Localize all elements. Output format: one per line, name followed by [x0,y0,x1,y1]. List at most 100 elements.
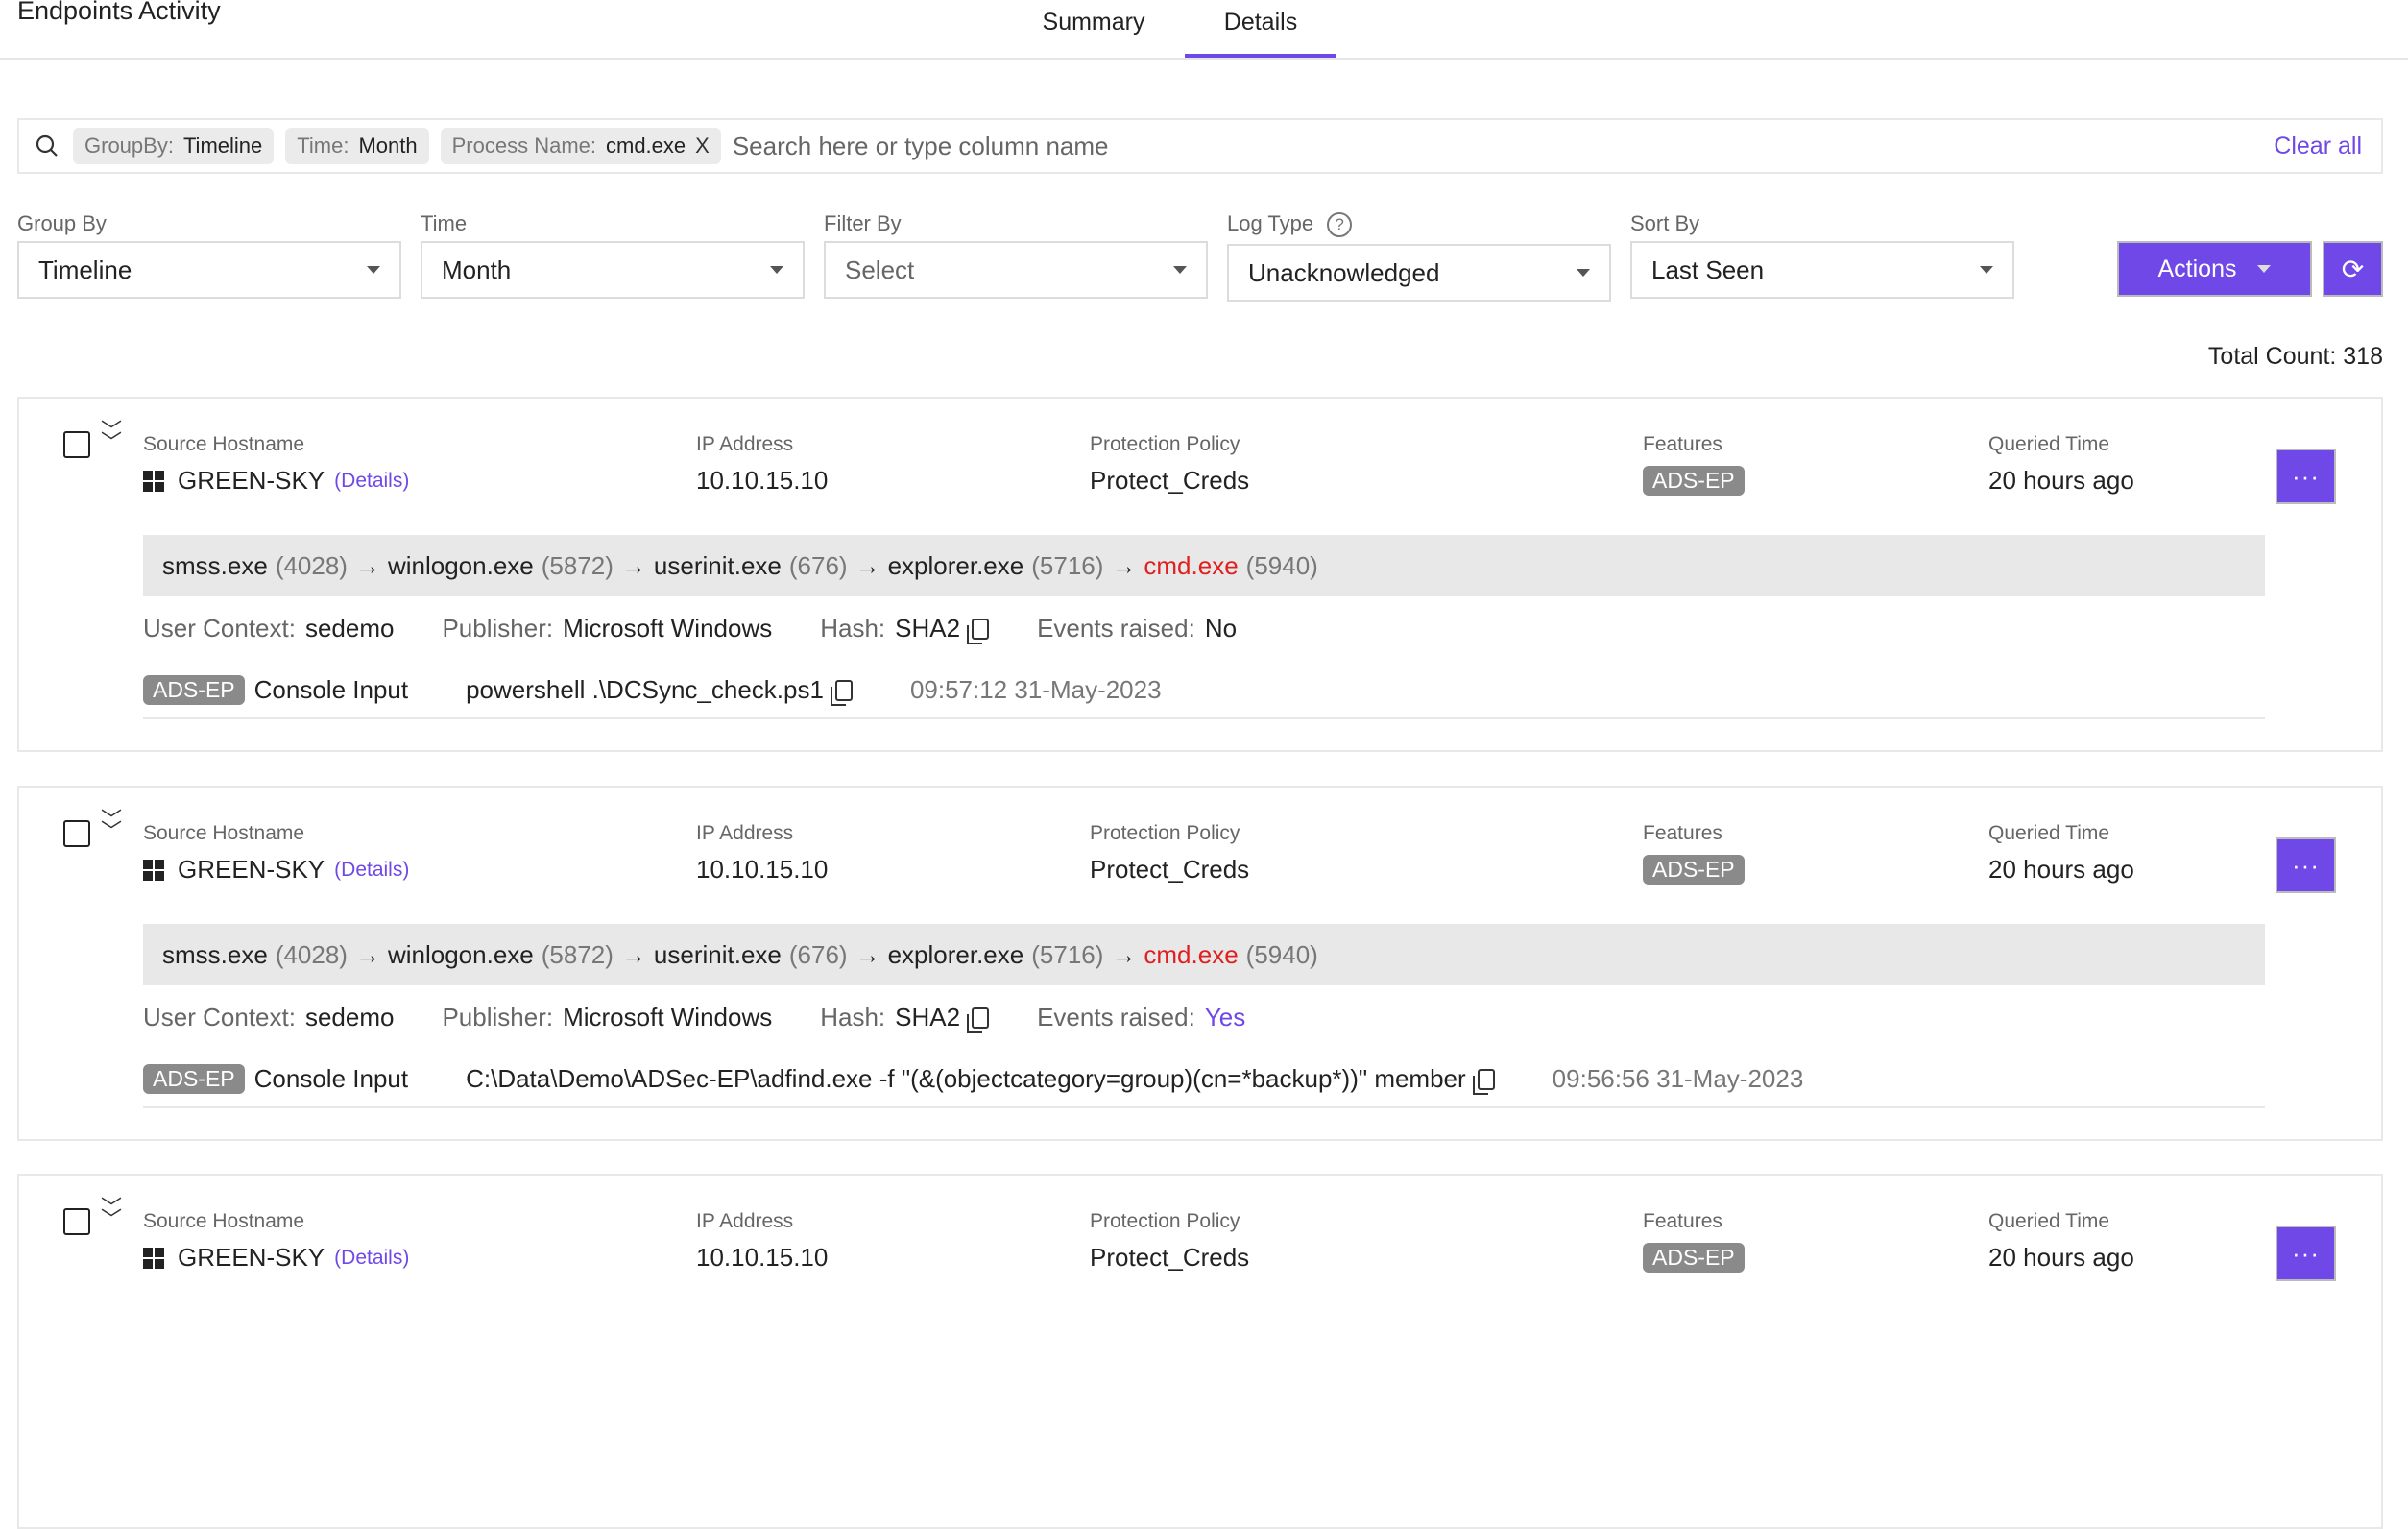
user-context-label: User Context: [143,614,296,643]
policy-value: Protect_Creds [1090,855,1250,884]
column-label: Source Hostname [143,1210,305,1232]
filter-chip-process-name[interactable]: Process Name: cmd.exe X [440,128,721,164]
log-type-dropdown[interactable]: Unacknowledged [1227,244,1611,302]
filter-chip-time[interactable]: Time: Month [285,128,429,164]
user-context-label: User Context: [143,1003,296,1031]
chip-key: GroupBy: [84,133,174,158]
ip-value: 10.10.15.10 [696,466,829,495]
column-label: Queried Time [1988,433,2110,455]
process-name: userinit.exe [653,550,782,580]
feature-badge: ADS-EP [1643,855,1745,885]
log-type-label: Log Type? [1227,211,1353,238]
publisher-label: Publisher: [442,614,554,643]
refresh-icon: ⟳ [2341,254,2365,284]
column-label: Source Hostname [143,433,305,455]
expand-chevron-icon[interactable]: ﹀ ﹀ [100,1196,122,1231]
dropdown-value: Unacknowledged [1248,257,1440,287]
search-input[interactable] [732,131,2275,161]
search-bar[interactable]: GroupBy: Timeline Time: Month Process Name… [17,118,2383,174]
caret-down-icon [1173,266,1187,274]
expand-chevron-icon[interactable]: ﹀ ﹀ [100,419,122,454]
dropdown-value: Month [442,255,512,284]
arrow-right-icon: → [855,939,880,969]
arrow-right-icon: → [855,550,880,580]
filter-by-dropdown[interactable]: Select [824,241,1208,299]
features-column: Features ADS-EP [1643,822,1745,885]
refresh-button[interactable]: ⟳ [2323,241,2383,297]
process-id: (676) [788,550,848,580]
column-label: IP Address [696,822,794,844]
process-details-row: User Context: sedemo Publisher: Microsoft … [143,614,1237,644]
feature-badge: ADS-EP [1643,1243,1745,1273]
caret-down-icon [2257,265,2272,273]
tab-details[interactable]: Details [1185,8,1336,59]
features-column: Features ADS-EP [1643,433,1745,496]
policy-column: Protection Policy Protect_Creds [1090,822,1249,885]
column-label: IP Address [696,433,794,455]
process-id: (5940) [1245,939,1318,969]
hash-value: SHA2 [895,614,961,643]
row-checkbox[interactable] [63,820,90,847]
clear-all-link[interactable]: Clear all [2274,132,2362,159]
details-link[interactable]: (Details) [334,1246,410,1269]
caret-down-icon [367,266,380,274]
details-link[interactable]: (Details) [334,469,410,492]
total-count: Total Count: 318 [2207,343,2383,370]
windows-icon [143,859,164,881]
events-raised-label: Events raised: [1037,1003,1195,1031]
event-feature-badge: ADS-EP [143,675,245,705]
actions-label: Actions [2157,255,2237,282]
policy-column: Protection Policy Protect_Creds [1090,433,1249,496]
event-type: Console Input [253,675,409,704]
arrow-right-icon: → [620,550,646,580]
tab-summary[interactable]: Summary [1042,9,1145,36]
command-line: powershell .\DCSync_check.ps1 [466,675,824,704]
events-raised-label: Events raised: [1037,614,1195,643]
column-label: IP Address [696,1210,794,1232]
row-checkbox[interactable] [63,431,90,458]
policy-value: Protect_Creds [1090,466,1250,495]
details-link[interactable]: (Details) [334,858,410,881]
features-column: Features ADS-EP [1643,1210,1745,1273]
help-icon[interactable]: ? [1327,212,1353,238]
group-by-dropdown[interactable]: Timeline [17,241,401,299]
process-id: (676) [788,939,848,969]
process-name: explorer.exe [887,939,1024,969]
windows-icon [143,1247,164,1269]
copy-icon[interactable] [830,679,853,706]
queried-column: Queried Time 20 hours ago [1988,1210,2134,1273]
process-details-row: User Context: sedemo Publisher: Microsoft … [143,1003,1246,1033]
sort-by-dropdown[interactable]: Last Seen [1630,241,2014,299]
row-checkbox[interactable] [63,1208,90,1235]
card-divider [143,1106,2265,1108]
actions-button[interactable]: Actions [2117,241,2312,297]
copy-icon[interactable] [967,1007,990,1033]
column-label: Queried Time [1988,1210,2110,1232]
copy-icon[interactable] [1472,1068,1495,1095]
expand-chevron-icon[interactable]: ﹀ ﹀ [100,808,122,843]
more-options-button[interactable]: ··· [2276,1226,2336,1281]
queried-value: 20 hours ago [1988,855,2134,884]
more-options-button[interactable]: ··· [2276,837,2336,893]
queried-value: 20 hours ago [1988,1243,2134,1272]
hostname-column: Source Hostname GREEN-SKY (Details) [143,433,409,496]
process-id: (5716) [1031,939,1104,969]
log-type-label-text: Log Type [1227,211,1314,235]
policy-column: Protection Policy Protect_Creds [1090,1210,1249,1273]
remove-chip-icon[interactable]: X [695,133,710,158]
column-label: Protection Policy [1090,433,1240,455]
ip-value: 10.10.15.10 [696,1243,829,1272]
events-raised-value[interactable]: Yes [1204,1003,1246,1031]
ip-column: IP Address 10.10.15.10 [696,433,828,496]
event-row: ADS-EP Console Input C:\Data\Demo\ADSec-… [143,1064,1803,1095]
column-label: Protection Policy [1090,1210,1240,1232]
time-dropdown[interactable]: Month [421,241,805,299]
arrow-right-icon: → [1111,550,1137,580]
dropdown-value: Last Seen [1651,255,1765,284]
copy-icon[interactable] [967,618,990,644]
event-row: ADS-EP Console Input powershell .\DCSync… [143,675,1162,706]
process-name: winlogon.exe [387,939,534,969]
filter-chip-groupby[interactable]: GroupBy: Timeline [73,128,275,164]
sort-by-label: Sort By [1630,211,1700,235]
more-options-button[interactable]: ··· [2276,449,2336,504]
